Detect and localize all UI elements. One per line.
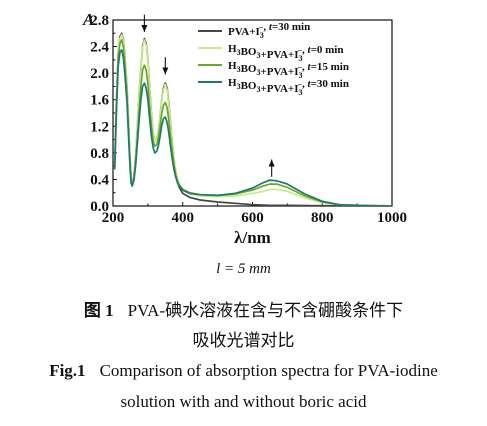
up-arrow-icon xyxy=(268,159,275,167)
down-arrow-icon xyxy=(141,24,148,32)
caption-english-line-1: Fig.1 Comparison of absorption spectra fo… xyxy=(0,361,487,381)
caption-chinese-line-2: 吸收光谱对比 xyxy=(192,331,295,350)
y-tick-label: 2.4 xyxy=(90,40,109,56)
down-arrow-icon xyxy=(162,67,169,75)
x-axis-label: λ/nm xyxy=(234,228,271,247)
series-line-4 xyxy=(113,49,392,206)
caption-chinese-line-1: 图 1 PVA-碘水溶液在含与不含硼酸条件下 xyxy=(0,296,487,321)
caption-english-label: Fig.1 xyxy=(49,361,86,380)
caption-chinese-text: PVA-碘水溶液在含与不含硼酸条件下 xyxy=(127,301,404,320)
y-tick-label: 2.0 xyxy=(90,66,109,82)
absorption-spectra-chart: 200 400 600 800 1000 0.0 0.4 0.8 1.2 1.6 2.0 2.4 2.8… xyxy=(82,10,407,247)
y-tick-label: 0.8 xyxy=(90,146,109,162)
x-tick-label: 1000 xyxy=(377,210,407,226)
legend-label-3: H3BO3+PVA+I3−, t=15 min xyxy=(228,60,349,80)
x-tick-label: 400 xyxy=(172,210,195,226)
series-line-1 xyxy=(113,32,392,206)
x-tick-label: 200 xyxy=(102,210,125,226)
x-tick-label: 800 xyxy=(311,210,334,226)
legend-label-1: PVA+I3−, t=30 min xyxy=(228,21,310,40)
y-tick-label: 2.8 xyxy=(90,13,109,29)
legend-label-4: H3BO3+PVA+I3−, t=30 min xyxy=(228,77,349,97)
caption-english-text: Comparison of absorption spectra for PVA… xyxy=(99,361,438,380)
caption-chinese-label: 图 1 xyxy=(83,301,114,320)
caption-english-line-2: solution with and without boric acid xyxy=(120,392,367,411)
series-line-2 xyxy=(113,33,392,206)
measurement-condition: l = 5 mm xyxy=(216,261,271,277)
x-tick-label: 600 xyxy=(241,210,264,226)
y-tick-label: 1.6 xyxy=(90,93,109,109)
y-axis-label: A xyxy=(82,10,94,29)
y-tick-label: 0.4 xyxy=(90,172,109,188)
y-tick-label: 1.2 xyxy=(90,119,109,135)
y-tick-label: 0.0 xyxy=(90,199,109,215)
legend-label-2: H3BO3+PVA+I3−, t=0 min xyxy=(228,43,343,63)
